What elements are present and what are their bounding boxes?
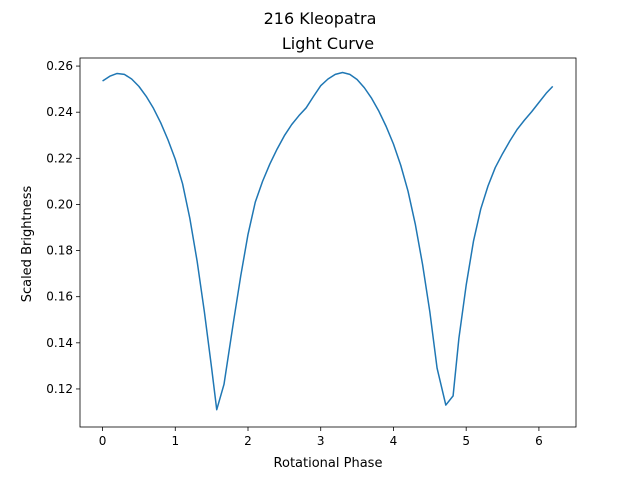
series-line-0	[102, 71, 554, 411]
x-axis-label: Rotational Phase	[274, 456, 383, 471]
y-axis-label: Scaled Brightness	[20, 185, 35, 302]
x-tick-label: 3	[317, 434, 325, 448]
x-tick-label: 5	[462, 434, 470, 448]
x-tick-label: 1	[171, 434, 179, 448]
chart-suptitle: 216 Kleopatra	[264, 9, 377, 28]
y-tick-label: 0.12	[46, 382, 73, 396]
x-tick-label: 4	[390, 434, 398, 448]
y-tick-label: 0.14	[46, 336, 73, 350]
x-tick-label: 0	[99, 434, 107, 448]
y-tick-label: 0.16	[46, 290, 73, 304]
y-tick-label: 0.20	[46, 197, 73, 211]
chart-title: Light Curve	[282, 34, 374, 53]
y-tick-label: 0.18	[46, 244, 73, 258]
axes-frame	[79, 57, 577, 428]
y-tick-label: 0.22	[46, 151, 73, 165]
x-tick-label: 2	[244, 434, 252, 448]
plot-area: 0 1 2 3 4 5 6 0.12 0.14 0.16 0.18 0.20 0.22 0.24 0.26	[46, 57, 577, 448]
y-tick-label: 0.24	[46, 105, 73, 119]
y-tick-label: 0.26	[46, 59, 73, 73]
x-tick-label: 6	[535, 434, 543, 448]
